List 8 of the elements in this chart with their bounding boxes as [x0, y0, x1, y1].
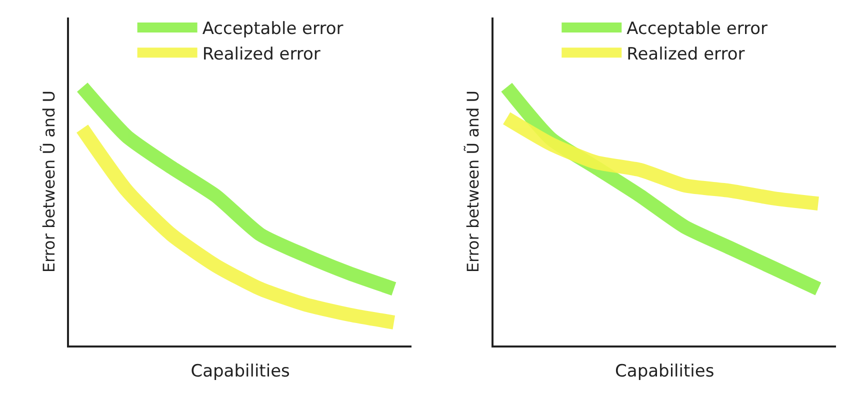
legend-label: Realized error — [626, 44, 745, 64]
legend-label: Acceptable error — [202, 19, 344, 40]
x-axis-title: Capabilities — [190, 362, 290, 382]
legend-label: Realized error — [202, 44, 320, 64]
y-axis-title: Error between Ũ and U — [464, 90, 483, 273]
y-axis-title: Error between Ũ and U — [39, 90, 58, 273]
legend-label: Acceptable error — [626, 19, 768, 40]
x-axis-title: Capabilities — [615, 362, 714, 382]
